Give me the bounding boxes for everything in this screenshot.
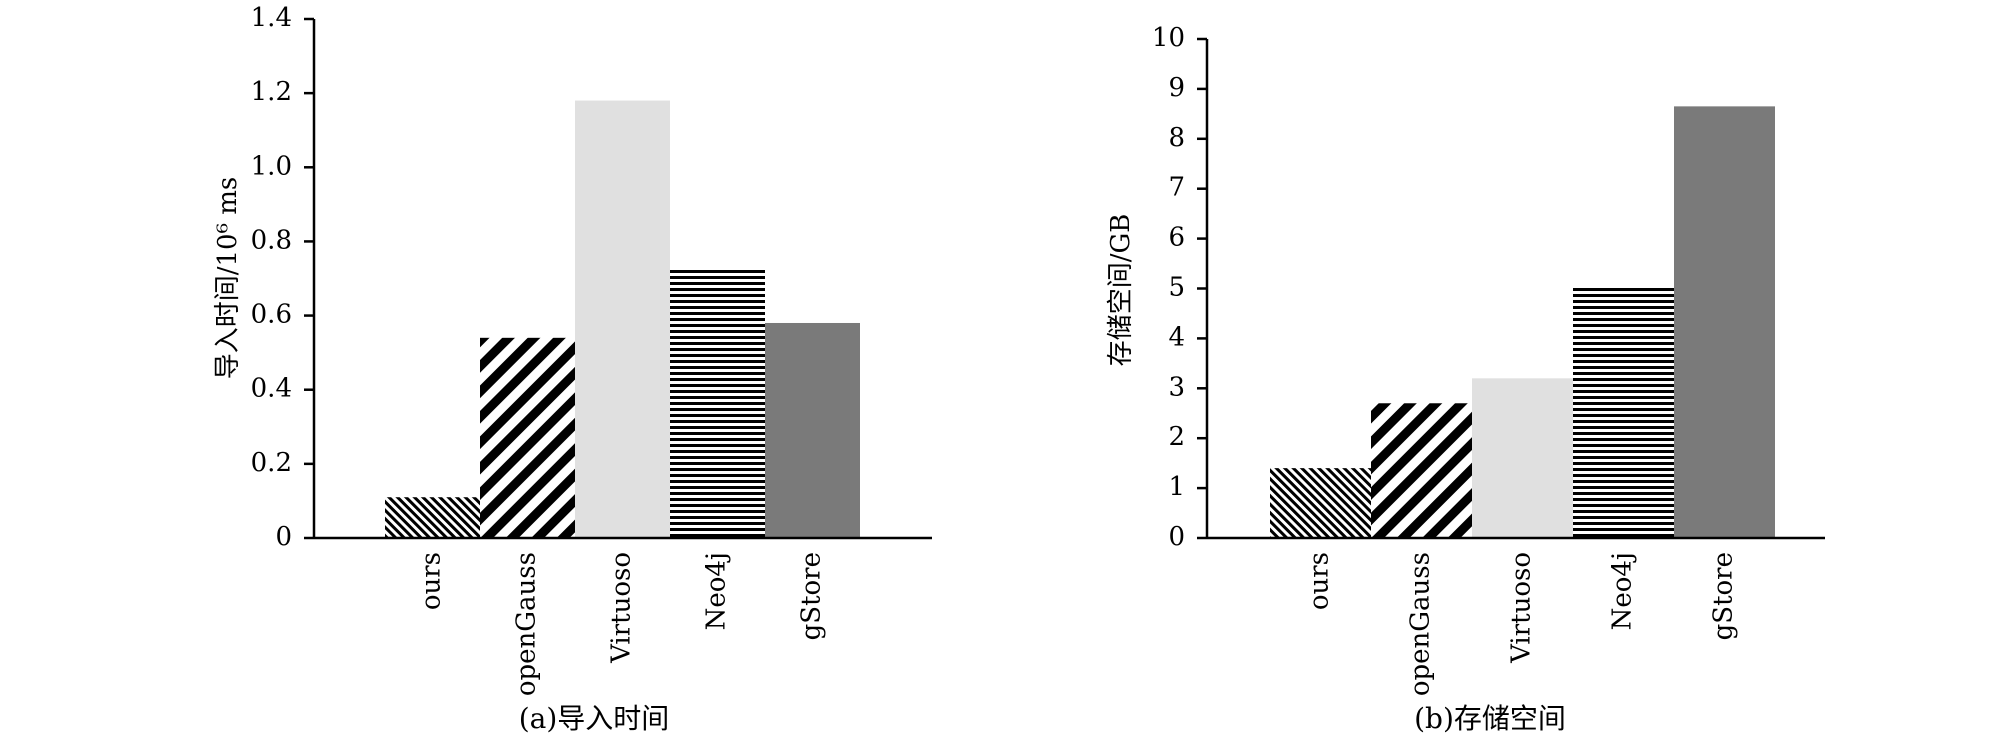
panel-a-category-label-gstore: gStore <box>797 552 827 640</box>
panel-a-category-label-neo4j: Neo4j <box>702 552 732 630</box>
panel-a-y-tick-label: 1.2 <box>251 77 292 107</box>
panel-b-y-tick-label: 9 <box>1168 73 1185 103</box>
panel-b-y-tick-label: 8 <box>1168 123 1185 153</box>
panel-a-categories: ours openGauss Virtuoso Neo4j gStore <box>417 552 827 696</box>
panel-a: 0 0.2 0.4 0.6 0.8 1.0 1.2 1.4 ours openGauss Virt… <box>213 3 932 734</box>
panel-b-y-tick-label: 4 <box>1168 322 1185 352</box>
panel-a-bar-virtuoso <box>575 100 670 539</box>
panel-a-y-label: 导入时间/10⁶ ms <box>213 177 243 380</box>
panel-b-y-tick-label: 2 <box>1168 422 1185 452</box>
panel-b-category-label-virtuoso: Virtuoso <box>1507 552 1537 664</box>
panel-a-bar-ours <box>385 497 480 538</box>
panel-a-y-tick-label: 0.4 <box>251 374 292 404</box>
panel-a-y-tick-label: 1.0 <box>251 151 292 181</box>
panel-b-bar-opengauss <box>1371 403 1472 538</box>
panel-a-y-tick-label: 0.8 <box>251 225 292 255</box>
panel-a-category-label-virtuoso: Virtuoso <box>607 552 637 664</box>
panel-b-y-ticks: 0 1 2 3 4 5 6 7 8 9 10 <box>1152 23 1207 552</box>
panel-b-y-tick-label: 7 <box>1168 173 1185 203</box>
panel-b-category-label-neo4j: Neo4j <box>1608 552 1638 630</box>
panel-b-bar-neo4j <box>1573 286 1674 538</box>
panel-b-bar-ours <box>1270 468 1371 538</box>
panel-a-y-ticks: 0 0.2 0.4 0.6 0.8 1.0 1.2 1.4 <box>251 3 314 552</box>
panel-a-y-tick-label: 0.2 <box>251 448 292 478</box>
panel-b-bar-virtuoso <box>1472 378 1573 538</box>
panel-b-y-tick-label: 0 <box>1168 522 1185 552</box>
panel-b-category-label-ours: ours <box>1305 552 1335 610</box>
panel-a-bar-opengauss <box>480 337 575 538</box>
panel-a-bar-gstore <box>765 322 860 538</box>
panel-b-categories: ours openGauss Virtuoso Neo4j gStore <box>1305 552 1739 696</box>
panel-a-y-tick-label: 0.6 <box>251 300 292 330</box>
panel-b-y-tick-label: 5 <box>1168 273 1185 303</box>
panel-b-y-label: 存储空间/GB <box>1106 214 1136 367</box>
panel-b-bar-gstore <box>1674 106 1775 539</box>
panel-b-caption: (b)存储空间 <box>1414 702 1566 734</box>
panel-a-bar-neo4j <box>670 267 765 538</box>
panel-b: 0 1 2 3 4 5 6 7 8 9 10 ours openGauss Virtuoso Neo4j g… <box>1106 23 1825 734</box>
panel-b-category-label-gstore: gStore <box>1709 552 1739 640</box>
panel-b-bars <box>1270 106 1775 539</box>
panel-a-category-label-ours: ours <box>417 552 447 610</box>
panel-a-bars <box>385 100 860 539</box>
panel-b-y-tick-label: 1 <box>1168 472 1185 502</box>
panel-b-category-label-opengauss: openGauss <box>1406 552 1436 696</box>
panel-b-y-tick-label: 3 <box>1168 372 1185 402</box>
panel-a-y-tick-label: 0 <box>275 522 292 552</box>
panel-b-y-tick-label: 10 <box>1152 23 1185 53</box>
panel-b-y-tick-label: 6 <box>1168 223 1185 253</box>
panel-a-caption: (a)导入时间 <box>519 702 670 734</box>
panel-a-y-tick-label: 1.4 <box>251 3 292 33</box>
panel-a-category-label-opengauss: openGauss <box>512 552 542 696</box>
